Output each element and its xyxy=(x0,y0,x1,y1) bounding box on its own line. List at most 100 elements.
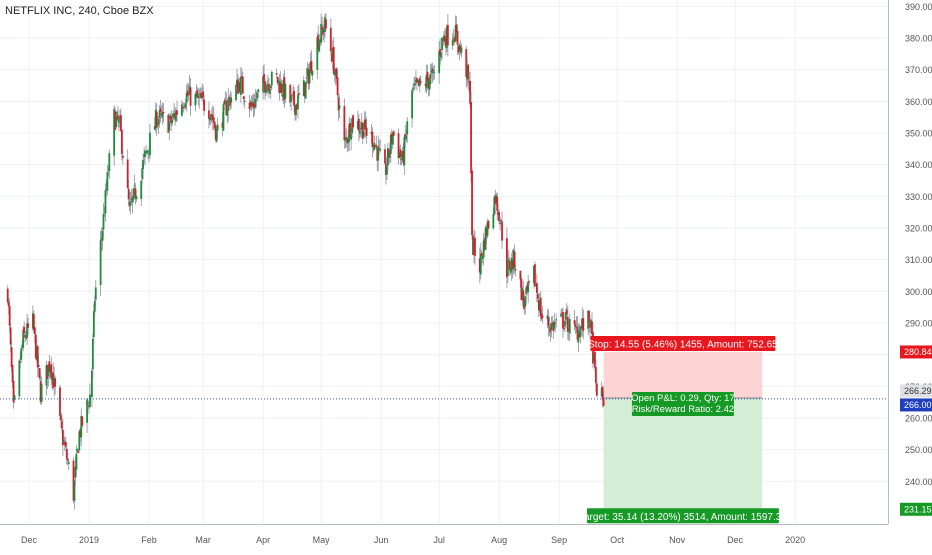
candle-body xyxy=(577,330,580,343)
candle-body xyxy=(34,334,37,359)
candle-body xyxy=(568,319,571,334)
candle-body xyxy=(221,122,224,128)
candle-body xyxy=(527,282,530,293)
overlays: Stop: 14.55 (5.46%) 1455, Amount: 752.65… xyxy=(0,335,888,524)
candle-body xyxy=(501,221,503,241)
candle-body xyxy=(522,290,525,301)
candle-body xyxy=(562,312,564,329)
candle-body xyxy=(426,71,429,81)
candle-body xyxy=(487,220,490,229)
candle-body xyxy=(64,441,67,447)
candle-body xyxy=(35,346,38,361)
candle-body xyxy=(509,269,512,273)
candle-body xyxy=(541,315,544,318)
candle-body xyxy=(187,93,190,95)
candle-body xyxy=(400,158,403,161)
candle-body xyxy=(167,115,170,133)
candle-body xyxy=(402,151,405,164)
candle-body xyxy=(31,313,34,329)
candle-body xyxy=(22,329,25,348)
candle-body xyxy=(386,148,389,166)
candle-body xyxy=(514,269,517,271)
candle-body xyxy=(549,328,552,333)
price-tag-red: 280.84 xyxy=(900,345,932,359)
candle-body xyxy=(256,92,259,99)
candle-body xyxy=(199,93,202,96)
candle-body xyxy=(241,76,244,94)
candle-body xyxy=(524,296,527,307)
candle-body xyxy=(228,97,231,99)
candle-body xyxy=(438,51,441,74)
candle-body xyxy=(411,90,413,119)
candle-body xyxy=(378,148,381,150)
candle-body xyxy=(360,122,363,130)
candle-body xyxy=(168,121,171,131)
candle-body xyxy=(505,238,508,278)
candle-body xyxy=(24,334,27,338)
candle-body xyxy=(485,228,488,237)
candle-body xyxy=(184,103,187,108)
candle-body xyxy=(415,80,417,83)
candle-body xyxy=(363,119,366,130)
candle-body xyxy=(295,104,297,116)
candle-body xyxy=(161,111,164,118)
candle-body xyxy=(391,132,394,145)
candle-body xyxy=(416,80,419,82)
candle-body xyxy=(159,108,162,112)
candle-body xyxy=(365,127,368,136)
candle-body xyxy=(253,104,256,109)
candle-body xyxy=(144,150,146,157)
candle-body xyxy=(91,338,94,370)
price-tag-blue: 266.00 xyxy=(900,398,932,412)
candle-body xyxy=(322,28,324,35)
candle-body xyxy=(595,383,598,396)
candle-body xyxy=(176,110,178,115)
candle-body xyxy=(140,180,143,199)
candle-body xyxy=(465,49,468,77)
candle-body xyxy=(154,109,157,128)
candle-body xyxy=(574,324,577,328)
candle-body xyxy=(550,323,553,331)
candle-body xyxy=(89,394,91,407)
candle-body xyxy=(105,189,108,191)
candle-body xyxy=(406,121,409,135)
candle-body xyxy=(486,221,489,236)
candle-body xyxy=(352,115,354,128)
candle-body xyxy=(510,258,513,272)
price-tag-bg xyxy=(900,384,932,398)
candle-body xyxy=(269,85,272,89)
candle-body xyxy=(6,288,9,303)
candle-body xyxy=(318,40,321,52)
candle-body xyxy=(264,81,266,93)
candle-body xyxy=(72,460,75,501)
candle-body xyxy=(403,136,406,166)
candle-body xyxy=(593,354,595,362)
candle-body xyxy=(240,75,243,78)
candle-body xyxy=(418,78,421,86)
candle-body xyxy=(239,77,242,95)
candle-body xyxy=(93,300,96,312)
candle-body xyxy=(481,256,484,259)
candle-body xyxy=(227,98,230,111)
candle-body xyxy=(323,29,325,32)
candle-body xyxy=(474,237,476,256)
candle-body xyxy=(87,401,89,403)
candle-body xyxy=(364,119,367,129)
candle-body xyxy=(27,323,29,328)
candle-body xyxy=(506,260,509,276)
candle-body xyxy=(36,346,39,368)
candle-body xyxy=(417,79,420,86)
candle-body xyxy=(444,35,446,42)
y-tick-label: 310.00 xyxy=(905,255,932,265)
pnl-box-bg xyxy=(631,392,734,417)
candle-body xyxy=(92,311,95,338)
candle-body xyxy=(195,93,198,96)
candle-body xyxy=(25,337,28,339)
candle-body xyxy=(51,373,54,381)
candle-body xyxy=(539,297,542,317)
candle-body xyxy=(416,78,418,83)
candle-body xyxy=(132,188,135,200)
